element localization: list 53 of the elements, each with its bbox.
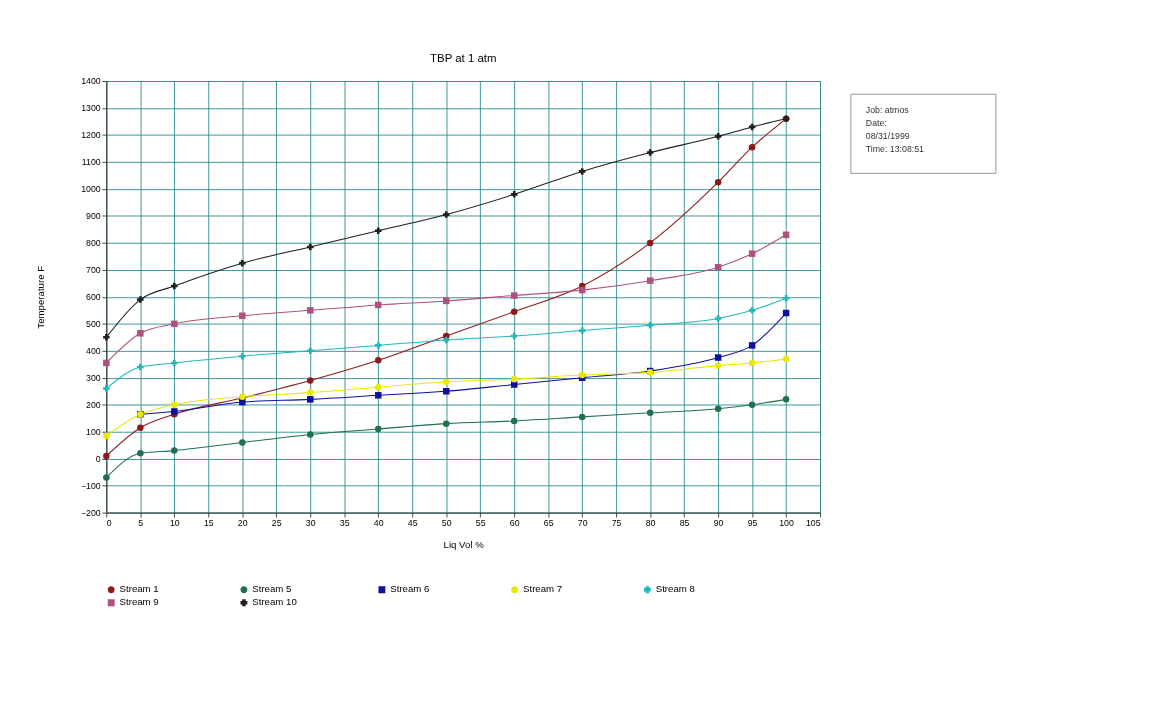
y-tick-label: 1000: [81, 184, 101, 195]
y-tick-label: −100: [80, 480, 101, 491]
y-tick-label: 100: [86, 426, 101, 437]
x-tick-label: 10: [169, 518, 180, 529]
chart-title: TBP at 1 atm: [430, 51, 497, 64]
x-tick-label: 15: [203, 518, 214, 529]
x-tick-label: 20: [237, 518, 248, 529]
y-tick-label: 500: [86, 318, 101, 329]
y-tick-label: 1100: [81, 157, 101, 168]
text: Time: 13:08:51: [865, 144, 925, 155]
y-tick-label: 900: [86, 211, 101, 222]
y-tick-label: 700: [86, 264, 101, 275]
x-tick-label: 60: [509, 518, 520, 529]
legend-label: Stream 9: [119, 596, 159, 608]
x-tick-label: 5: [138, 518, 144, 529]
x-tick-label: 55: [475, 518, 486, 529]
x-tick-label: 105: [805, 518, 821, 529]
x-tick-label: 25: [271, 518, 282, 529]
y-tick-label: 400: [86, 345, 101, 356]
y-tick-label: 300: [86, 372, 101, 383]
y-tick-label: 200: [86, 399, 101, 410]
x-axis-title: Liq Vol %: [443, 539, 485, 551]
x-tick-label: 100: [779, 518, 794, 529]
y-tick-label: 1400: [81, 76, 101, 87]
x-tick-label: 80: [645, 518, 656, 529]
y-tick-label: 0: [95, 453, 101, 464]
text: 08/31/1999: [865, 131, 910, 142]
y-tick-label: 1200: [81, 130, 101, 141]
legend-label: Stream 10: [252, 596, 297, 608]
y-tick-label: −200: [80, 507, 101, 518]
y-axis-title: Temperature F: [34, 265, 46, 329]
x-tick-label: 75: [611, 518, 622, 529]
text: Date:: [865, 117, 887, 128]
y-tick-label: 600: [86, 291, 101, 302]
legend-label: Stream 8: [655, 583, 695, 595]
x-tick-label: 45: [407, 518, 418, 529]
x-tick-label: 70: [577, 518, 588, 529]
x-tick-label: 30: [305, 518, 316, 529]
x-tick-label: 65: [543, 518, 554, 529]
legend-label: Stream 5: [252, 583, 292, 595]
x-tick-label: 50: [441, 518, 452, 529]
x-tick-label: 35: [339, 518, 350, 529]
y-tick-label: 1300: [81, 103, 101, 114]
x-tick-label: 0: [106, 518, 112, 529]
legend-label: Stream 7: [523, 583, 563, 595]
x-tick-label: 40: [373, 518, 384, 529]
y-tick-label: 800: [86, 237, 101, 248]
text: Job: atmos: [865, 104, 910, 115]
legend-label: Stream 6: [390, 583, 430, 595]
x-tick-label: 95: [747, 518, 758, 529]
legend-label: Stream 1: [119, 583, 159, 595]
x-tick-label: 90: [713, 518, 724, 529]
x-tick-label: 85: [679, 518, 690, 529]
